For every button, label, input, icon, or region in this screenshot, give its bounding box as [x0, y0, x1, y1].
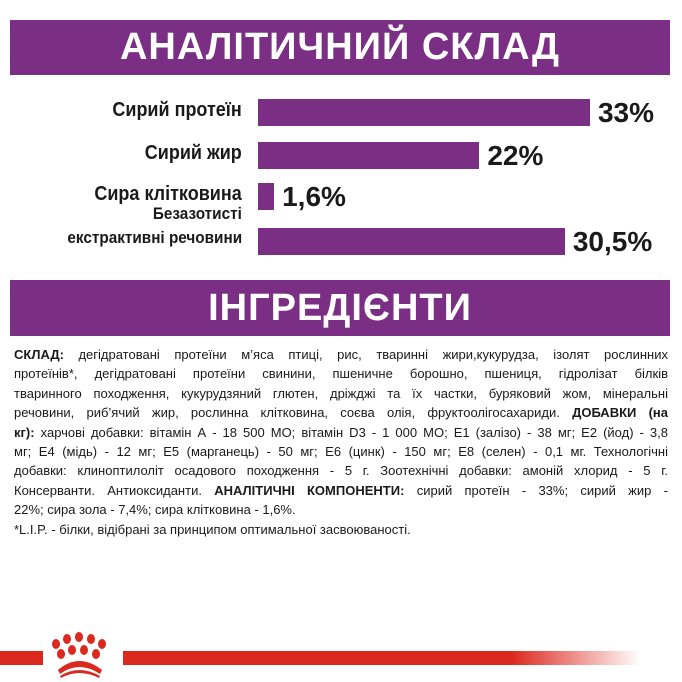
- text-segment: *L.I.P. - білки, відібрані за принципом …: [14, 521, 411, 537]
- row-label: Сирий протеїн: [112, 99, 242, 121]
- analysis-row: Сирий протеїн 33%: [0, 99, 682, 127]
- text-segment: Консерванти. Антиоксиданти.: [14, 482, 215, 498]
- bold-heading: кг):: [14, 424, 35, 440]
- text-segment: сирий протеїн - 33%; сирий жир -: [404, 482, 668, 498]
- bold-heading: СКЛАД:: [14, 347, 64, 362]
- bold-heading: АНАЛІТИЧНІ КОМПОНЕНТИ:: [214, 482, 405, 498]
- analysis-row: Безазотисті екстрактивні речовини 30,5%: [0, 204, 682, 257]
- royal-canin-crown-logo: [52, 632, 106, 678]
- bar-value: 30,5%: [572, 226, 653, 257]
- ingredients-line: речовини, риб’ячий жир, рослинна клітков…: [14, 403, 668, 422]
- bar: [258, 142, 480, 169]
- ingredients-line: тваринного походження, кукурудзяний глют…: [14, 384, 668, 403]
- bar: [258, 228, 565, 255]
- row-label-line2: екстрактивні речовини: [67, 228, 242, 247]
- text-segment: речовини, риб’ячий жир, рослинна клітков…: [14, 405, 573, 421]
- text-segment: 22%; сира зола - 7,4%; сира клітковина -…: [14, 502, 296, 518]
- ingredients-text: СКЛАД: дегідратовані протеїни м’яса птиц…: [14, 345, 668, 539]
- bar-value: 1,6%: [282, 181, 346, 212]
- row-label: Сирий жир: [144, 142, 242, 164]
- row-label: Сира клітковина: [94, 183, 242, 205]
- row-label-line1: Безазотисті: [153, 204, 242, 223]
- ingredients-line: *L.I.P. - білки, відібрані за принципом …: [14, 520, 668, 539]
- bar-value: 22%: [487, 140, 544, 171]
- ingredients-line: протеїнів*, дегідратовані протеїни свини…: [14, 364, 668, 383]
- text-segment: харчові добавки: вітамін А - 18 500 МО; …: [34, 424, 668, 440]
- ingredients-title: ІНГРЕДІЄНТИ: [10, 280, 670, 336]
- ingredients-line: СКЛАД: дегідратовані протеїни м’яса птиц…: [14, 345, 668, 364]
- ingredients-line: добавки: клиноптилоліт осадового походже…: [14, 461, 668, 480]
- ingredients-line: 22%; сира зола - 7,4%; сира клітковина -…: [14, 500, 668, 519]
- text-segment: дегідратовані протеїни м’яса птиці, рис,…: [63, 347, 668, 362]
- ingredients-line: кг): харчові добавки: вітамін А - 18 500…: [14, 423, 668, 442]
- footer-line-right: [123, 651, 641, 665]
- ingredients-line: мг; Е4 (мідь) - 12 мг; Е5 (марганець) - …: [14, 442, 668, 461]
- text-segment: тваринного походження, кукурудзяний глют…: [14, 385, 668, 401]
- text-segment: добавки: клиноптилоліт осадового походже…: [14, 463, 668, 479]
- text-segment: мг; Е4 (мідь) - 12 мг; Е5 (марганець) - …: [14, 444, 668, 460]
- footer-line-left: [0, 651, 43, 665]
- analysis-row: Сира клітковина 1,6%: [0, 183, 682, 211]
- bar: [258, 183, 275, 210]
- analysis-title: АНАЛІТИЧНИЙ СКЛАД: [10, 20, 670, 75]
- analysis-row: Сирий жир 22%: [0, 142, 682, 170]
- bold-heading: ДОБАВКИ (на: [572, 405, 668, 421]
- bar-value: 33%: [597, 97, 655, 128]
- text-segment: протеїнів*, дегідратовані протеїни свини…: [14, 366, 668, 382]
- ingredients-line: Консерванти. Антиоксиданти. АНАЛІТИЧНІ К…: [14, 481, 668, 500]
- bar: [258, 99, 590, 126]
